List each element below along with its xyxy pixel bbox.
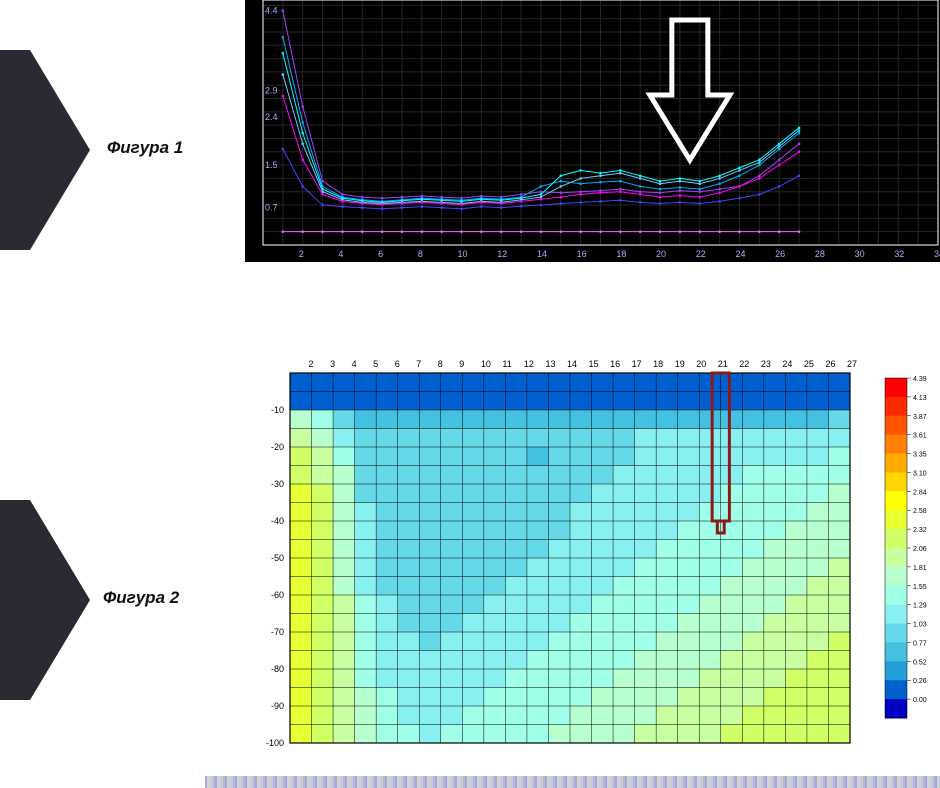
svg-text:18: 18	[616, 249, 626, 259]
svg-text:-30: -30	[271, 479, 284, 489]
svg-text:15: 15	[589, 359, 599, 369]
svg-text:16: 16	[577, 249, 587, 259]
svg-text:20: 20	[656, 249, 666, 259]
svg-text:14: 14	[567, 359, 577, 369]
svg-text:2: 2	[299, 249, 304, 259]
svg-text:6: 6	[378, 249, 383, 259]
svg-text:25: 25	[804, 359, 814, 369]
svg-text:5: 5	[373, 359, 378, 369]
svg-text:8: 8	[418, 249, 423, 259]
svg-text:2: 2	[309, 359, 314, 369]
svg-text:-90: -90	[271, 701, 284, 711]
svg-text:-20: -20	[271, 442, 284, 452]
svg-text:3.35: 3.35	[913, 452, 927, 459]
svg-text:3.87: 3.87	[913, 414, 927, 421]
svg-text:32: 32	[894, 249, 904, 259]
svg-text:2.58: 2.58	[913, 508, 927, 515]
svg-text:1.5: 1.5	[265, 160, 278, 170]
svg-text:1.81: 1.81	[913, 565, 927, 572]
svg-text:2.84: 2.84	[913, 489, 927, 496]
svg-text:22: 22	[739, 359, 749, 369]
svg-text:26: 26	[775, 249, 785, 259]
svg-text:-60: -60	[271, 590, 284, 600]
svg-text:-100: -100	[266, 738, 284, 748]
svg-text:2.06: 2.06	[913, 546, 927, 553]
svg-text:24: 24	[735, 249, 745, 259]
svg-text:4.4: 4.4	[265, 6, 278, 16]
chart-1-line: 0.71.52.42.94.42468101214161820222426283…	[245, 0, 940, 262]
svg-text:0.7: 0.7	[265, 203, 278, 213]
svg-text:13: 13	[545, 359, 555, 369]
svg-text:24: 24	[782, 359, 792, 369]
svg-text:11: 11	[502, 359, 511, 369]
svg-text:18: 18	[653, 359, 663, 369]
svg-text:1.29: 1.29	[913, 603, 927, 610]
svg-text:12: 12	[524, 359, 534, 369]
svg-text:1.55: 1.55	[913, 584, 927, 591]
svg-text:6: 6	[395, 359, 400, 369]
svg-text:19: 19	[675, 359, 685, 369]
svg-text:22: 22	[696, 249, 706, 259]
svg-text:-10: -10	[271, 405, 284, 415]
svg-text:10: 10	[458, 249, 468, 259]
svg-text:2.32: 2.32	[913, 527, 927, 534]
svg-text:-70: -70	[271, 627, 284, 637]
svg-text:17: 17	[632, 359, 642, 369]
svg-text:8: 8	[438, 359, 443, 369]
svg-text:23: 23	[761, 359, 771, 369]
svg-text:-50: -50	[271, 553, 284, 563]
svg-text:26: 26	[825, 359, 835, 369]
svg-text:7: 7	[416, 359, 421, 369]
svg-text:27: 27	[847, 359, 857, 369]
chart-2-heatmap: 2345678910111213141516171819202122232425…	[245, 353, 940, 753]
svg-text:28: 28	[815, 249, 825, 259]
svg-text:1.03: 1.03	[913, 622, 927, 629]
svg-text:10: 10	[481, 359, 491, 369]
figure-2-label: Фигура 2	[103, 588, 179, 608]
svg-text:0.26: 0.26	[913, 678, 927, 685]
figure-1-label: Фигура 1	[107, 138, 183, 158]
svg-text:34: 34	[934, 249, 940, 259]
svg-text:-40: -40	[271, 516, 284, 526]
svg-text:21: 21	[718, 359, 728, 369]
svg-text:30: 30	[855, 249, 865, 259]
chevron-shape-2	[0, 500, 90, 700]
chevron-shape-1	[0, 50, 90, 250]
svg-text:-80: -80	[271, 664, 284, 674]
svg-text:20: 20	[696, 359, 706, 369]
svg-text:9: 9	[459, 359, 464, 369]
svg-text:3.61: 3.61	[913, 433, 927, 440]
svg-text:14: 14	[537, 249, 547, 259]
svg-text:2.9: 2.9	[265, 86, 278, 96]
svg-text:12: 12	[497, 249, 507, 259]
svg-text:0.77: 0.77	[913, 640, 927, 647]
footer-noise-strip	[205, 776, 940, 788]
svg-text:3: 3	[330, 359, 335, 369]
svg-text:0.52: 0.52	[913, 659, 927, 666]
svg-text:4: 4	[352, 359, 357, 369]
svg-text:2.4: 2.4	[265, 112, 278, 122]
svg-text:4: 4	[338, 249, 343, 259]
svg-text:4.13: 4.13	[913, 395, 927, 402]
svg-text:0.00: 0.00	[913, 697, 927, 704]
svg-text:4.39: 4.39	[913, 376, 927, 383]
svg-text:3.10: 3.10	[913, 470, 927, 477]
svg-text:16: 16	[610, 359, 620, 369]
